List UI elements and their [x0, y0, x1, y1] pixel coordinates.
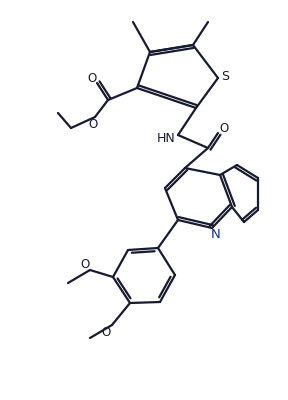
Text: O: O [88, 118, 98, 130]
Text: O: O [101, 326, 111, 340]
Text: S: S [221, 70, 229, 84]
Text: N: N [211, 228, 221, 242]
Text: O: O [219, 122, 229, 134]
Text: HN: HN [157, 132, 175, 144]
Text: O: O [80, 258, 90, 270]
Text: O: O [87, 72, 97, 84]
